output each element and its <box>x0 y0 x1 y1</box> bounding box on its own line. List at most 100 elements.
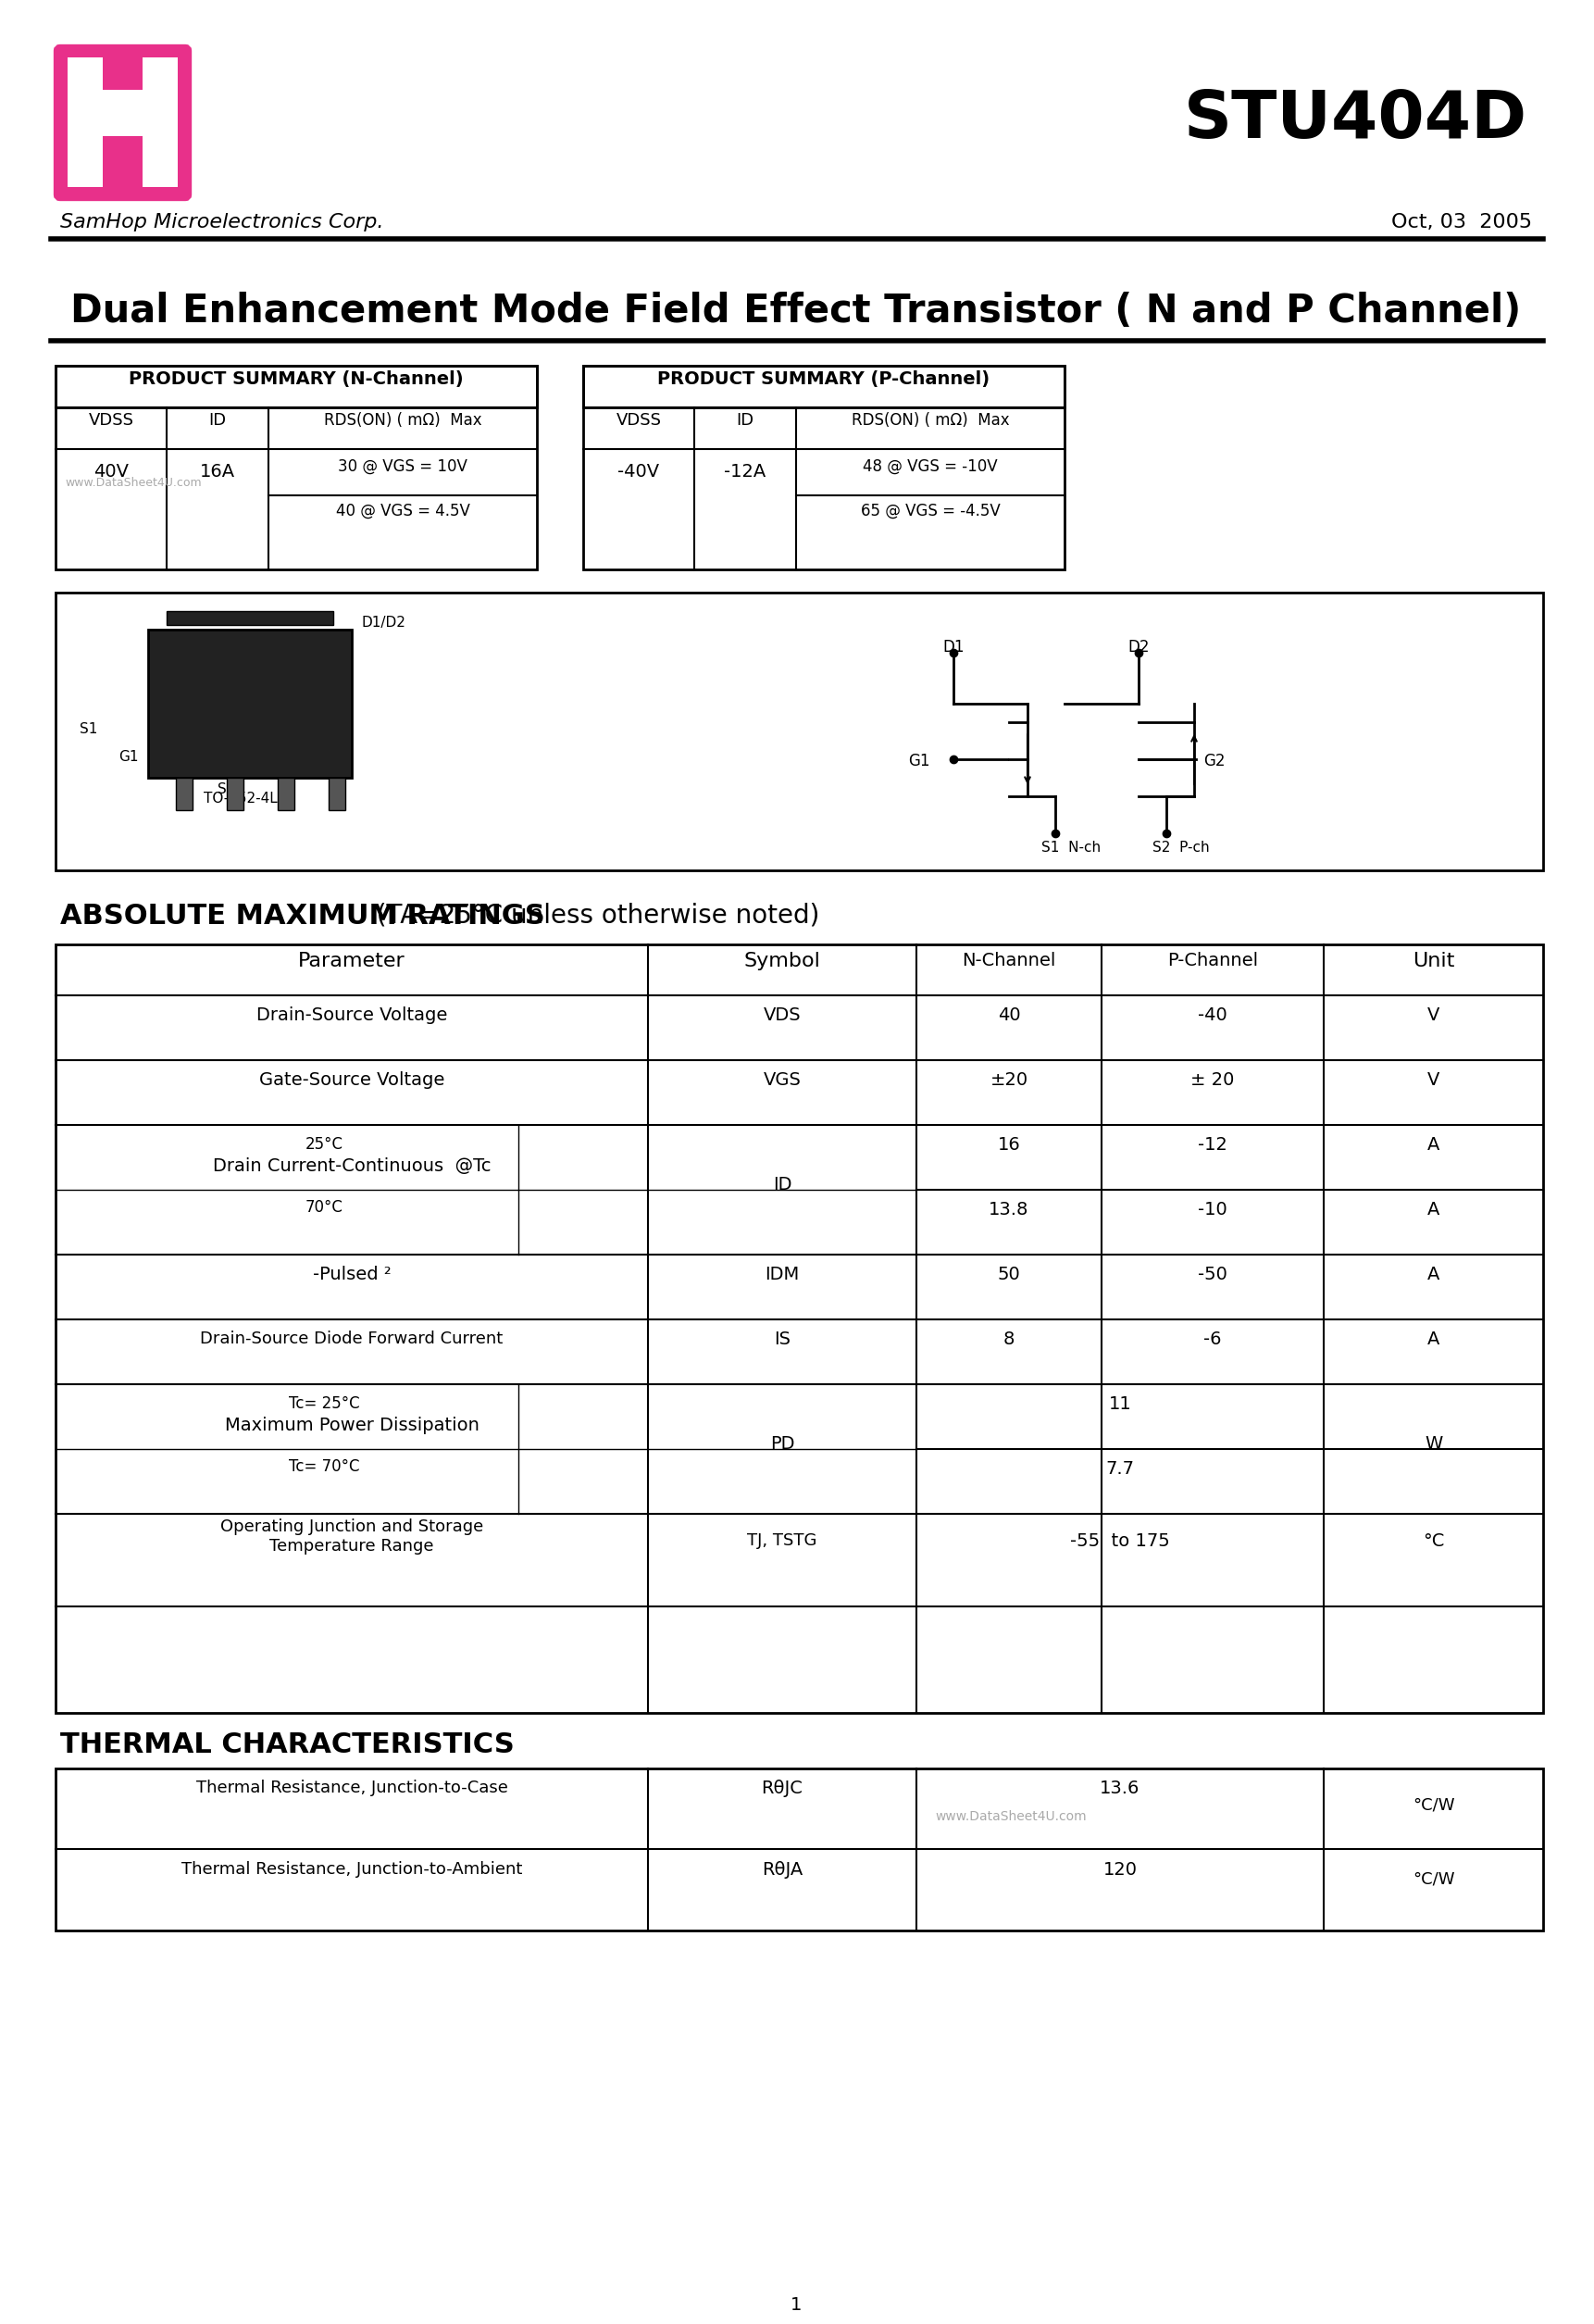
Text: Tc= 25°C: Tc= 25°C <box>289 1394 360 1413</box>
Text: S1: S1 <box>80 723 97 737</box>
Text: Operating Junction and Storage
Temperature Range: Operating Junction and Storage Temperatu… <box>220 1518 483 1555</box>
Text: 16: 16 <box>998 1136 1020 1153</box>
Text: 65 @ VGS = -4.5V: 65 @ VGS = -4.5V <box>861 502 999 521</box>
Bar <box>328 779 346 811</box>
Text: -55  to 175: -55 to 175 <box>1070 1532 1170 1550</box>
Text: Tc= 70°C: Tc= 70°C <box>289 1457 359 1476</box>
Text: VDSS: VDSS <box>88 411 134 428</box>
Text: Oct, 03  2005: Oct, 03 2005 <box>1392 214 1532 232</box>
Text: ID: ID <box>209 411 226 428</box>
Text: -12A: -12A <box>724 462 767 481</box>
Text: 25°C: 25°C <box>304 1136 343 1153</box>
Text: D2: D2 <box>1127 639 1149 655</box>
Text: 120: 120 <box>1103 1862 1137 1878</box>
Text: VDS: VDS <box>764 1006 802 1025</box>
Text: -6: -6 <box>1203 1332 1221 1348</box>
Text: 13.8: 13.8 <box>988 1202 1030 1218</box>
Text: PD: PD <box>770 1436 794 1452</box>
Bar <box>67 58 102 186</box>
Bar <box>583 365 1065 407</box>
Text: 30 @ VGS = 10V: 30 @ VGS = 10V <box>338 458 467 474</box>
Text: Thermal Resistance, Junction-to-Ambient: Thermal Resistance, Junction-to-Ambient <box>182 1862 523 1878</box>
Text: Drain-Source Voltage: Drain-Source Voltage <box>257 1006 448 1025</box>
Text: -10: -10 <box>1199 1202 1227 1218</box>
Text: Maximum Power Dissipation: Maximum Power Dissipation <box>225 1418 478 1434</box>
Text: Drain-Source Diode Forward Current: Drain-Source Diode Forward Current <box>201 1332 504 1348</box>
Text: THERMAL CHARACTERISTICS: THERMAL CHARACTERISTICS <box>61 1731 515 1759</box>
Text: RDS(ON) ( mΩ)  Max: RDS(ON) ( mΩ) Max <box>324 411 481 428</box>
Text: A: A <box>1427 1267 1439 1283</box>
Text: Gate-Source Voltage: Gate-Source Voltage <box>258 1071 445 1090</box>
Text: STU404D: STU404D <box>1184 88 1527 151</box>
Text: D1: D1 <box>942 639 964 655</box>
Text: VGS: VGS <box>764 1071 802 1090</box>
Text: Unit: Unit <box>1412 953 1454 971</box>
Text: 1: 1 <box>791 2296 802 2315</box>
Text: Drain Current-Continuous  @Tc: Drain Current-Continuous @Tc <box>212 1157 491 1176</box>
Text: °C: °C <box>1422 1532 1444 1550</box>
Text: -50: -50 <box>1197 1267 1227 1283</box>
Text: 13.6: 13.6 <box>1100 1780 1140 1796</box>
Text: Symbol: Symbol <box>744 953 821 971</box>
Text: Parameter: Parameter <box>298 953 405 971</box>
Text: S1  N-ch: S1 N-ch <box>1041 841 1101 855</box>
Text: P-Channel: P-Channel <box>1167 953 1258 969</box>
Bar <box>226 779 244 811</box>
Bar <box>102 91 142 137</box>
Text: www.DataSheet4U.com: www.DataSheet4U.com <box>65 476 201 488</box>
Text: G1: G1 <box>120 751 139 765</box>
Text: RθJC: RθJC <box>762 1780 803 1796</box>
Text: A: A <box>1427 1202 1439 1218</box>
Text: TJ, TSTG: TJ, TSTG <box>748 1532 818 1550</box>
Text: SamHop Microelectronics Corp.: SamHop Microelectronics Corp. <box>61 214 384 232</box>
Text: S2  P-ch: S2 P-ch <box>1152 841 1210 855</box>
Bar <box>56 1769 1543 1931</box>
Bar <box>142 58 177 186</box>
Text: (TA=25°C unless otherwise noted): (TA=25°C unless otherwise noted) <box>360 902 819 930</box>
Text: 8: 8 <box>1003 1332 1015 1348</box>
Text: RDS(ON) ( mΩ)  Max: RDS(ON) ( mΩ) Max <box>851 411 1009 428</box>
Bar <box>56 593 1543 872</box>
Bar <box>583 365 1065 569</box>
Text: 50: 50 <box>998 1267 1020 1283</box>
Text: A: A <box>1427 1136 1439 1153</box>
Text: 40: 40 <box>998 1006 1020 1025</box>
Bar <box>277 779 295 811</box>
Text: 11: 11 <box>1108 1394 1132 1413</box>
Text: W: W <box>1425 1436 1443 1452</box>
Text: Thermal Resistance, Junction-to-Case: Thermal Resistance, Junction-to-Case <box>196 1780 507 1796</box>
Text: V: V <box>1427 1006 1439 1025</box>
Text: -40V: -40V <box>618 462 660 481</box>
Text: RθJA: RθJA <box>762 1862 803 1878</box>
Text: -12: -12 <box>1197 1136 1227 1153</box>
Text: -40: -40 <box>1199 1006 1227 1025</box>
Text: G1: G1 <box>909 753 931 769</box>
Text: V: V <box>1427 1071 1439 1090</box>
Text: °C/W: °C/W <box>1412 1871 1454 1887</box>
Text: IDM: IDM <box>765 1267 800 1283</box>
Bar <box>56 365 537 407</box>
Text: D1/D2: D1/D2 <box>360 616 405 630</box>
Text: -Pulsed ²: -Pulsed ² <box>312 1267 391 1283</box>
Text: ABSOLUTE MAXIMUM RATINGS: ABSOLUTE MAXIMUM RATINGS <box>61 902 545 930</box>
Text: PRODUCT SUMMARY (N-Channel): PRODUCT SUMMARY (N-Channel) <box>129 370 464 388</box>
Text: 48 @ VGS = -10V: 48 @ VGS = -10V <box>862 458 998 474</box>
Text: 16A: 16A <box>199 462 236 481</box>
Text: ±20: ±20 <box>990 1071 1028 1090</box>
Text: G2: G2 <box>1203 753 1226 769</box>
Text: ID: ID <box>773 1176 792 1195</box>
Text: 40V: 40V <box>94 462 129 481</box>
Text: ± 20: ± 20 <box>1191 1071 1234 1090</box>
Text: A: A <box>1427 1332 1439 1348</box>
Bar <box>56 365 537 569</box>
Text: Dual Enhancement Mode Field Effect Transistor ( N and P Channel): Dual Enhancement Mode Field Effect Trans… <box>70 290 1521 330</box>
Text: 40 @ VGS = 4.5V: 40 @ VGS = 4.5V <box>336 502 470 521</box>
Text: 70°C: 70°C <box>304 1199 343 1215</box>
Bar <box>167 611 333 625</box>
Text: PRODUCT SUMMARY (P-Channel): PRODUCT SUMMARY (P-Channel) <box>658 370 990 388</box>
Text: www.DataSheet4U.com: www.DataSheet4U.com <box>936 1810 1087 1822</box>
FancyBboxPatch shape <box>57 49 188 198</box>
Text: VDSS: VDSS <box>615 411 662 428</box>
Text: °C/W: °C/W <box>1412 1796 1454 1813</box>
Bar <box>148 630 352 779</box>
